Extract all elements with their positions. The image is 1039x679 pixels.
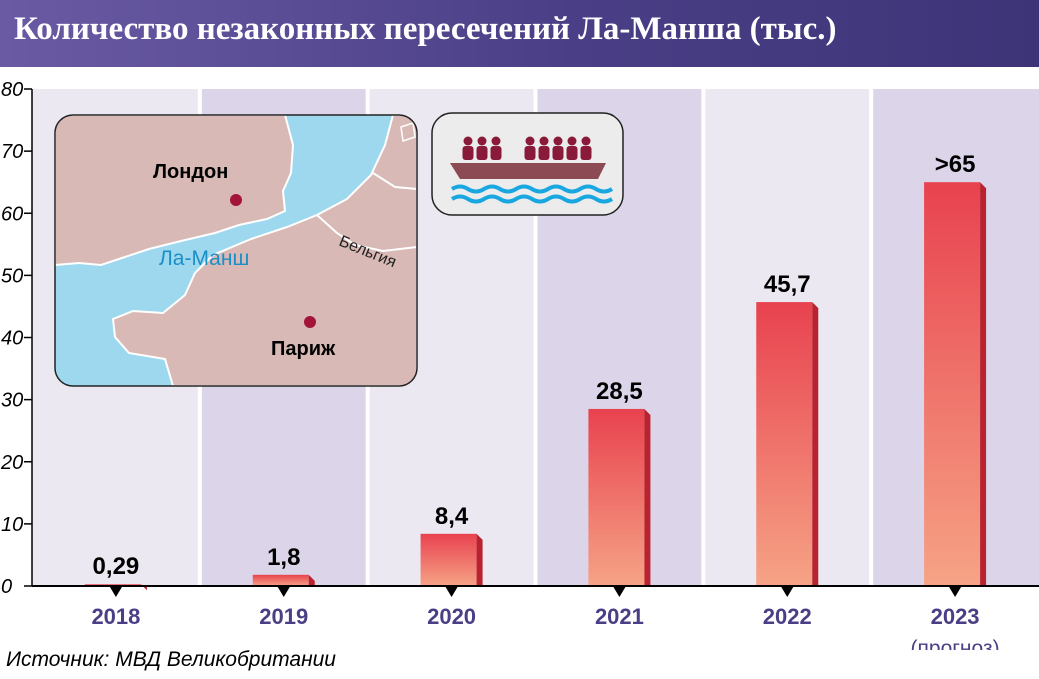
x-tick-note-2023: (прогноз)	[911, 637, 1000, 650]
source-note: Источник: МВД Великобритании	[6, 648, 336, 671]
x-tick-label-2020: 2020	[427, 604, 476, 629]
data-label-2023: >65	[935, 151, 976, 178]
x-tick-label-2018: 2018	[91, 604, 140, 629]
x-tick-label-2021: 2021	[595, 604, 644, 629]
band-divider	[533, 89, 538, 586]
x-tick-marker	[949, 587, 962, 597]
x-tick-label-2023: 2023	[931, 604, 980, 629]
y-tick-label: 80	[1, 79, 23, 101]
x-tick-marker	[277, 587, 290, 597]
data-label-2021: 28,5	[596, 378, 643, 405]
bar-side-2020	[476, 533, 483, 586]
data-label-2018: 0,29	[93, 553, 140, 580]
y-tick-label: 30	[1, 390, 23, 412]
x-tick-marker	[445, 587, 458, 597]
x-tick-marker	[781, 587, 794, 597]
bar-side-2022	[812, 302, 819, 586]
y-tick-label: 60	[1, 203, 23, 225]
y-tick-label: 40	[1, 328, 23, 350]
bar-2021	[588, 408, 645, 586]
bar-side-2021	[644, 408, 651, 586]
channel-map-icon: Лондон Париж Ла-Манш Бельгия	[54, 114, 418, 387]
bar-side-2019	[308, 574, 315, 586]
y-axis: 0 10 20 30 40 50 60 70 80	[0, 79, 33, 598]
bar-2022	[756, 302, 813, 586]
bar-side-2023	[980, 182, 987, 586]
y-tick-label: 10	[1, 514, 23, 536]
map-label-london: Лондон	[153, 161, 228, 183]
map-label-paris: Париж	[271, 338, 336, 360]
boat-with-migrants-icon	[431, 112, 624, 216]
band-divider	[701, 89, 706, 586]
bar-2023	[924, 182, 981, 586]
map-label-channel: Ла-Манш	[159, 247, 249, 270]
chart-title: Количество незаконных пересечений Ла-Ман…	[14, 11, 837, 47]
chart-header: Количество незаконных пересечений Ла-Ман…	[0, 0, 1039, 67]
x-tick-label-2022: 2022	[763, 604, 812, 629]
bar-2019	[252, 574, 309, 586]
y-tick-label: 20	[0, 452, 23, 474]
y-tick-label: 50	[1, 265, 23, 287]
band-divider	[869, 89, 874, 586]
paris-dot	[304, 316, 316, 328]
y-tick-label: 70	[1, 141, 23, 163]
y-tick-label: 0	[1, 576, 12, 598]
x-axis: 2018 2019 2020 2021 2022 2023 (прогноз)	[32, 585, 1039, 650]
data-label-2020: 8,4	[435, 503, 469, 530]
x-tick-label-2019: 2019	[259, 604, 308, 629]
bars: 0,29 1,8 8,4 28,5 45,7 >65	[84, 151, 987, 591]
london-dot	[230, 194, 242, 206]
x-tick-marker	[613, 587, 626, 597]
data-label-2022: 45,7	[764, 271, 811, 298]
bar-2020	[420, 533, 477, 586]
x-tick-marker	[109, 587, 122, 597]
data-label-2019: 1,8	[267, 544, 300, 571]
